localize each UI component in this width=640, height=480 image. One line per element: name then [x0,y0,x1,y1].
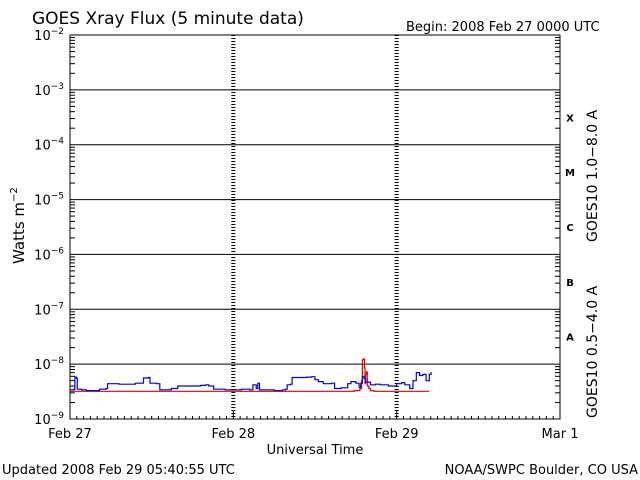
legend-short-channel: GOES10 0.5−4.0 A [585,285,601,418]
updated-timestamp: Updated 2008 Feb 29 05:40:55 UTC [2,463,235,478]
x-tick-label: Feb 29 [375,427,419,442]
x-tick-label: Feb 28 [211,427,255,442]
day-separators [231,35,399,419]
flare-class-M: M [565,168,575,179]
x-tick-label: Feb 27 [48,427,92,442]
y-tick-label: 10−3 [34,82,64,99]
y-tick-label: 10−7 [34,301,64,318]
y-tick-label: 10−8 [34,356,64,373]
gridlines [70,89,560,365]
x-axis-ticks: Feb 27 Feb 28 Feb 29 Mar 1 [48,411,578,442]
flare-class-B: B [566,278,574,289]
credit-label: NOAA/SWPC Boulder, CO USA [445,463,638,478]
series-line-0 [70,358,430,392]
x-tick-label: Mar 1 [542,427,579,442]
y-tick-label: 10−4 [34,137,64,154]
y-tick-label: 10−9 [34,411,64,428]
flare-class-labels: X M C B A [565,113,575,343]
flare-class-X: X [566,113,574,124]
y-tick-label: 10−5 [34,192,64,209]
begin-label: Begin: 2008 Feb 27 0000 UTC [406,20,600,35]
y-axis-label-main: Watts m [10,202,28,264]
y-axis-ticks: 10−2 10−3 10−4 10−5 10−6 10−7 10−8 10−9 [34,27,560,428]
y-tick-label: 10−2 [34,27,64,44]
data-series [70,358,432,392]
y-tick-label: 10−6 [34,246,64,263]
legend-long-channel: GOES10 1.0−8.0 A [585,109,601,242]
chart-title: GOES Xray Flux (5 minute data) [32,9,304,29]
plot-frame [69,34,561,420]
x-axis-label: Universal Time [267,443,364,458]
flare-class-A: A [566,333,574,344]
series-line-1 [70,372,432,392]
flare-class-C: C [566,223,573,234]
y-axis-label: Watts m−2 [9,187,28,264]
y-axis-label-exp: −2 [9,187,20,202]
